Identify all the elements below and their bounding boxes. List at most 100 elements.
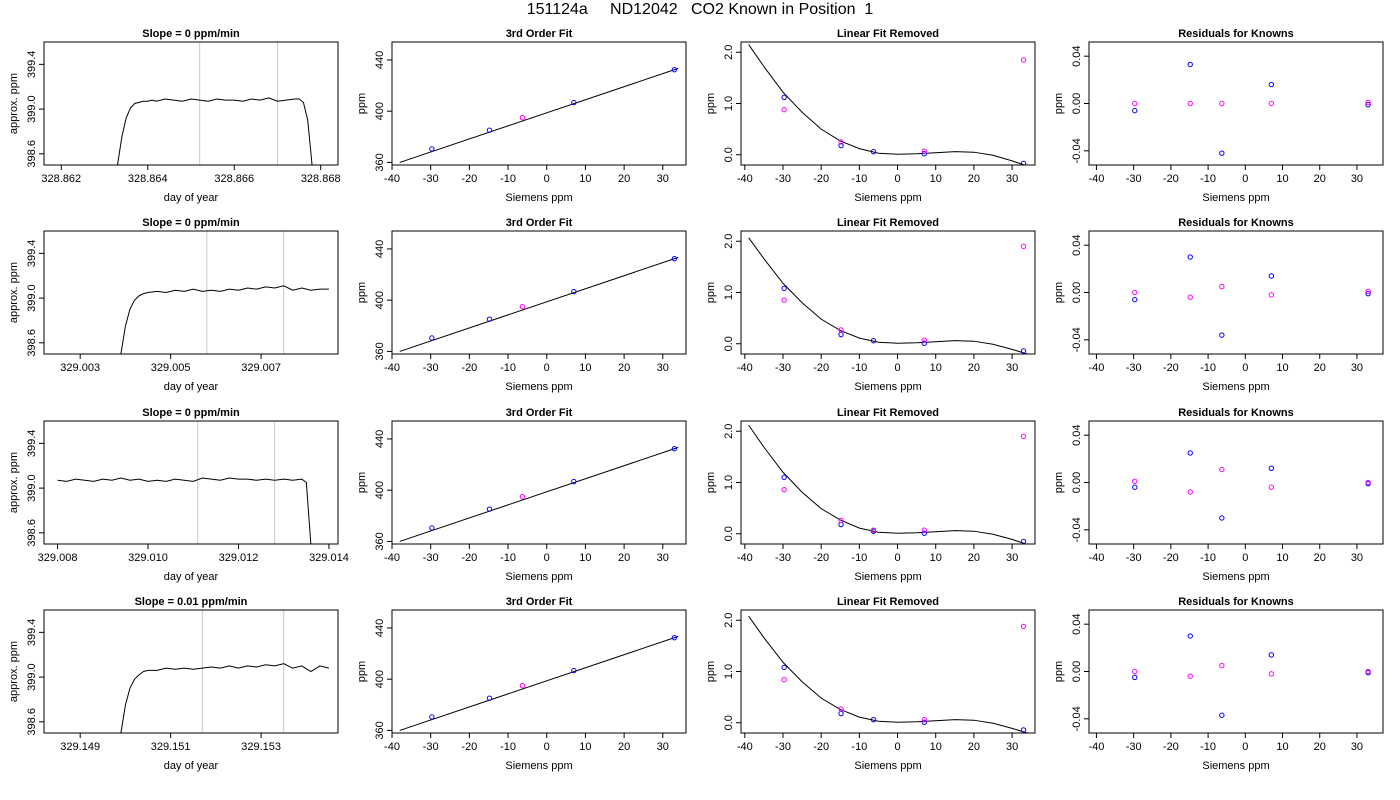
x-tick-label: -40 — [737, 741, 753, 753]
data-point — [838, 517, 844, 524]
x-tick-label: 30 — [1006, 552, 1018, 564]
x-tick-label: 30 — [1006, 741, 1018, 753]
x-tick-label: 329.008 — [38, 552, 78, 564]
data-point — [921, 719, 927, 725]
fit-curve — [399, 635, 679, 731]
y-tick-label: 399.4 — [26, 619, 38, 647]
y-tick-label: 1.0 — [723, 475, 735, 490]
panel-title: 3rd Order Fit — [506, 28, 573, 40]
panel-title: Linear Fit Removed — [837, 596, 939, 608]
data-point — [838, 142, 844, 149]
chart-panel-11: Linear Fit Removed -40 -30 -20 -10 0 10 20 30 0.0… — [705, 407, 1036, 583]
data-point — [870, 716, 877, 723]
data-point — [571, 667, 577, 674]
x-axis-label: Siemens ppm — [1202, 760, 1269, 772]
x-tick-label: 20 — [968, 362, 980, 374]
x-tick-label: 329.010 — [128, 552, 168, 564]
x-tick-label: 20 — [968, 173, 980, 185]
chart-panel-12: Residuals for Knowns -40 -30 -20 -10 0 10 20 30 -… — [1053, 407, 1384, 583]
data-point — [1219, 332, 1225, 338]
data-point — [1132, 478, 1138, 485]
x-axis-label: day of year — [164, 192, 219, 204]
chart-panel-3: Linear Fit Removed -40 -30 -20 -10 0 10 20 30 0.0… — [705, 28, 1036, 204]
y-tick-label: 0.0 — [723, 526, 735, 541]
x-axis-label: Siemens ppm — [505, 192, 572, 204]
data-point — [1268, 100, 1275, 107]
data-point — [429, 525, 435, 531]
x-tick-label: -40 — [384, 552, 400, 564]
data-point — [1187, 673, 1193, 679]
data-point — [870, 148, 877, 155]
data-point — [1187, 633, 1193, 639]
x-tick-label: -30 — [775, 552, 791, 564]
data-point — [519, 683, 526, 689]
x-axis-label: Siemens ppm — [1202, 381, 1269, 393]
y-tick-label: -0.04 — [1071, 138, 1083, 163]
x-tick-label: 0 — [894, 173, 900, 185]
plot-frame — [1088, 41, 1384, 166]
series-line — [120, 285, 329, 354]
x-tick-label: 30 — [657, 362, 669, 374]
x-tick-label: -30 — [423, 173, 439, 185]
data-point — [1020, 57, 1027, 63]
data-point — [1187, 294, 1193, 300]
x-tick-label: -10 — [1200, 362, 1216, 374]
x-tick-label: 10 — [930, 362, 942, 374]
x-tick-label: -30 — [423, 362, 439, 374]
x-axis-label: Siemens ppm — [505, 381, 572, 393]
x-tick-label: 30 — [1351, 173, 1363, 185]
data-point — [486, 506, 493, 512]
y-tick-label: 399.0 — [26, 474, 38, 502]
chart-panel-2: 3rd Order Fit -40 -30 -20 -10 0 10 20 30 360 400 44… — [356, 28, 687, 204]
x-tick-label: 10 — [1276, 552, 1288, 564]
y-tick-label: 1.0 — [723, 664, 735, 679]
data-point — [1187, 100, 1193, 107]
y-tick-label: -0.04 — [1071, 706, 1083, 731]
y-tick-label: 398.6 — [26, 329, 38, 357]
data-point — [1020, 623, 1027, 630]
y-tick-label: 360 — [374, 153, 386, 171]
x-tick-label: -40 — [384, 741, 400, 753]
data-point — [838, 139, 844, 145]
x-tick-label: -20 — [461, 362, 477, 374]
data-point — [1187, 61, 1193, 68]
y-tick-label: 2.0 — [723, 424, 735, 439]
y-tick-label: 0.04 — [1071, 45, 1083, 66]
y-axis-label: ppm — [705, 282, 717, 303]
y-tick-label: 0.00 — [1071, 661, 1083, 682]
x-tick-label: -20 — [1163, 741, 1179, 753]
x-axis-label: Siemens ppm — [505, 571, 572, 583]
x-axis-label: Siemens ppm — [854, 192, 921, 204]
x-tick-label: -20 — [813, 173, 829, 185]
y-tick-label: 2.0 — [723, 234, 735, 249]
x-tick-label: -40 — [737, 173, 753, 185]
x-tick-label: 10 — [1276, 741, 1288, 753]
data-point — [1132, 100, 1138, 107]
x-axis-label: Siemens ppm — [854, 571, 921, 583]
data-point — [671, 255, 678, 262]
y-axis-label: approx. ppm — [8, 452, 20, 513]
panel-title: Residuals for Knowns — [1178, 596, 1294, 608]
y-tick-label: 0.04 — [1071, 234, 1083, 255]
panel-title: 3rd Order Fit — [506, 407, 573, 419]
y-tick-label: 400 — [374, 481, 386, 499]
data-point — [1365, 99, 1371, 106]
data-point — [1219, 466, 1225, 473]
data-point — [781, 664, 787, 671]
x-tick-label: -30 — [1126, 552, 1142, 564]
data-point — [1268, 292, 1275, 298]
y-tick-label: 2.0 — [723, 613, 735, 628]
data-point — [1020, 348, 1027, 354]
x-tick-label: 0 — [1242, 362, 1248, 374]
x-tick-label: -40 — [1088, 552, 1104, 564]
x-tick-label: 329.007 — [241, 362, 281, 374]
data-point — [1219, 662, 1225, 669]
series-line — [120, 663, 330, 733]
data-point — [519, 115, 526, 121]
y-tick-label: 360 — [374, 342, 386, 360]
x-tick-label: 328.866 — [214, 173, 254, 185]
chart-panel-9: Slope = 0 ppm/min 329.008 329.010 329.012 32… — [8, 407, 349, 583]
series-line — [117, 97, 313, 165]
y-axis-label: ppm — [705, 93, 717, 114]
panel-title: Residuals for Knowns — [1178, 407, 1294, 419]
